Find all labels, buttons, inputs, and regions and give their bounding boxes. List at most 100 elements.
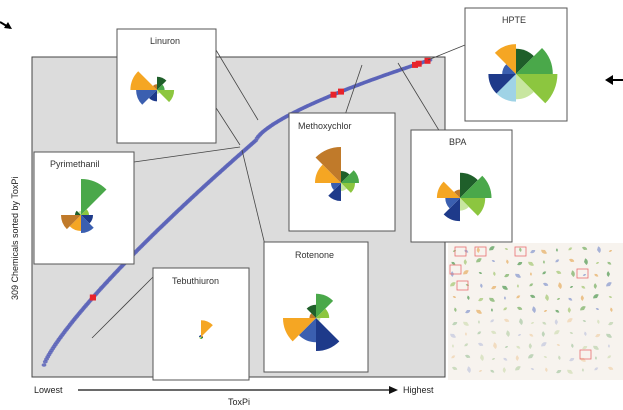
toxpi-slice [436,181,460,198]
x-axis-label: ToxPi [228,397,250,407]
mini-profile [597,319,600,325]
mini-profile [582,346,588,350]
y-axis-label: 309 Chemicals sorted by ToxPi [10,177,20,300]
x-axis-arrow [78,386,398,394]
mini-profile [558,355,561,361]
connector-hpte [427,44,466,61]
toxpi-slice [157,76,167,90]
mini-profile [543,356,547,358]
toxpi-slice [136,90,157,105]
toxpi-slice [516,47,553,74]
mini-profile [454,307,457,313]
mini-profile [541,342,547,347]
mini-profile [597,246,601,254]
toxpi-box-bpa: BPA [410,129,513,243]
toxpi-pie-methoxychlor [315,147,359,201]
connector-rotenone [241,149,266,246]
mini-profile [530,272,532,276]
toxpi-slice [516,74,534,100]
toxpi-slice [69,215,81,231]
mini-profile [541,249,548,254]
mini-profile [478,320,480,324]
mini-profile [517,334,521,337]
toxpi-slice [201,337,203,339]
toxpi-pie-hpte [488,44,558,104]
toxpi-slice [488,74,516,94]
toxpi-slice [516,48,534,74]
mini-profile [568,247,573,251]
mini-profile [502,285,509,290]
toxpi-slice [201,320,213,337]
toxpi-slice [61,215,81,230]
mini-profile [517,284,519,288]
mini-profile [593,283,597,289]
toxpi-slice [298,318,316,343]
highlighted-point-bpa [415,60,422,67]
mini-profile [542,321,547,325]
mini-profile-highlight [456,280,469,291]
mini-profile-highlight [454,246,467,257]
mini-profile [543,260,545,264]
toxpi-slice [315,147,341,183]
toxpi-slice [516,74,558,104]
mini-profile [607,261,612,265]
mini-profile [532,306,536,314]
mini-profile [467,295,470,301]
mini-profile [608,296,612,298]
toxpi-box-methoxychlor: Methoxychlor [288,112,396,232]
mini-profile [476,309,483,314]
mini-profile [517,262,523,266]
mini-profile [608,344,610,348]
mini-profile [542,271,547,275]
mini-profile-highlight [449,264,462,275]
mini-profile-highlight [576,268,589,279]
mini-profile [556,248,558,252]
mini-profile [450,282,456,287]
toxpi-slice [316,318,321,322]
mini-profile [463,259,467,265]
mini-profile [519,318,523,326]
mini-profile [529,333,534,337]
toxpi-title-tebuthiuron: Tebuthiuron [172,276,219,286]
toxpi-slice [201,335,203,337]
mini-profile-highlight [514,246,527,257]
mini-profile [528,343,532,349]
toxpi-box-rotenone: Rotenone [263,241,369,373]
mini-profile [581,246,588,250]
mini-profile [476,247,480,253]
toxpi-slice [309,313,316,318]
mini-profile [503,357,508,361]
mini-profile [504,248,508,250]
mini-profile [489,297,496,302]
toxpi-slice [199,337,201,339]
mini-profile [580,295,584,301]
mini-profile [506,330,510,338]
mini-profile [504,296,506,300]
mini-profile [476,258,482,263]
mini-profile [516,306,523,310]
mini-profile [528,261,535,266]
toxpi-box-hpte: HPTE [464,7,568,122]
mini-profile [580,306,586,311]
toxpi-slice [78,211,81,215]
mini-profile [607,366,614,370]
mini-profile [569,358,575,362]
mini-profile [567,369,574,374]
toxpi-slice [496,74,516,102]
mini-profile [452,344,454,348]
mini-profile [555,259,560,263]
mini-profile [593,345,600,350]
data-points [41,57,433,367]
connector-pyrimethanil [133,146,241,163]
mini-profile [490,319,495,323]
toxpi-slice [328,183,341,201]
mini-profile [480,283,483,289]
highlighted-point-linuron [330,91,337,98]
connector-linuron-2 [215,49,259,121]
mini-profile [464,343,469,347]
toxpi-slice [316,293,334,318]
toxpi-pie-pyrimethanil [61,179,107,234]
mini-profile [515,366,521,371]
mini-profile [491,286,497,290]
